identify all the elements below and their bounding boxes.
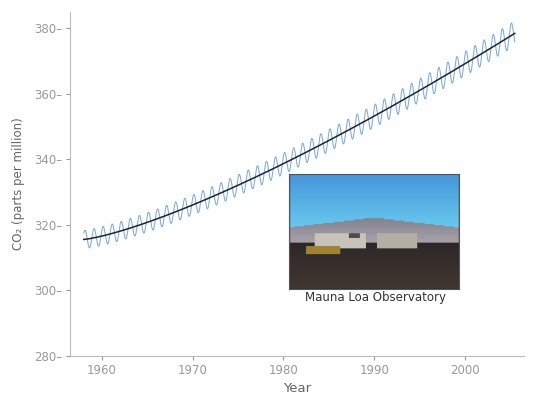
- Y-axis label: CO₂ (parts per million): CO₂ (parts per million): [12, 118, 25, 250]
- X-axis label: Year: Year: [283, 383, 311, 396]
- Text: Mauna Loa Observatory: Mauna Loa Observatory: [305, 291, 446, 304]
